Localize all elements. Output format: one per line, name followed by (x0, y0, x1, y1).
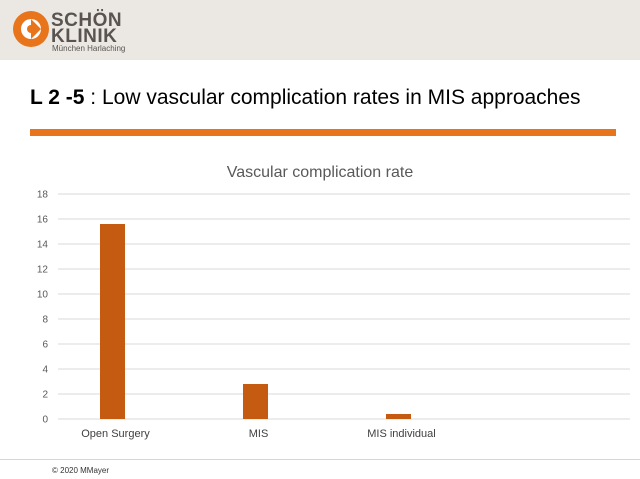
logo-subtitle: München Harlaching (52, 44, 126, 53)
y-tick-label: 2 (42, 390, 48, 401)
footer-divider (0, 459, 640, 460)
x-category-label: MIS individual (367, 428, 435, 440)
logo-icon (13, 11, 49, 47)
x-category-label: Open Surgery (81, 428, 150, 440)
slide-title-rest: : Low vascular complication rates in MIS… (84, 86, 581, 109)
chart-title: Vascular complication rate (226, 164, 414, 181)
y-tick-label: 12 (37, 265, 49, 276)
x-category-label: MIS (249, 428, 269, 440)
slide-title-bold: L 2 -5 (30, 86, 85, 109)
y-tick-label: 10 (37, 290, 49, 301)
y-tick-label: 18 (37, 190, 49, 201)
y-tick-label: 16 (37, 215, 49, 226)
y-tick-label: 6 (42, 340, 48, 351)
logo-text-line1: SCHÖN (51, 10, 123, 31)
slide-title: L 2 -5 : Low vascular complication rates… (30, 86, 581, 110)
y-tick-label: 0 (42, 415, 48, 426)
y-tick-label: 8 (42, 315, 48, 326)
logo-text-line2: KLINIK (51, 26, 118, 47)
bar (243, 384, 268, 419)
copyright-text: © 2020 MMayer (52, 466, 110, 475)
y-tick-label: 14 (37, 240, 49, 251)
header-band (0, 0, 640, 60)
bar (386, 414, 411, 419)
bar (100, 224, 125, 419)
title-underline-rule (30, 129, 616, 136)
y-tick-label: 4 (42, 365, 48, 376)
